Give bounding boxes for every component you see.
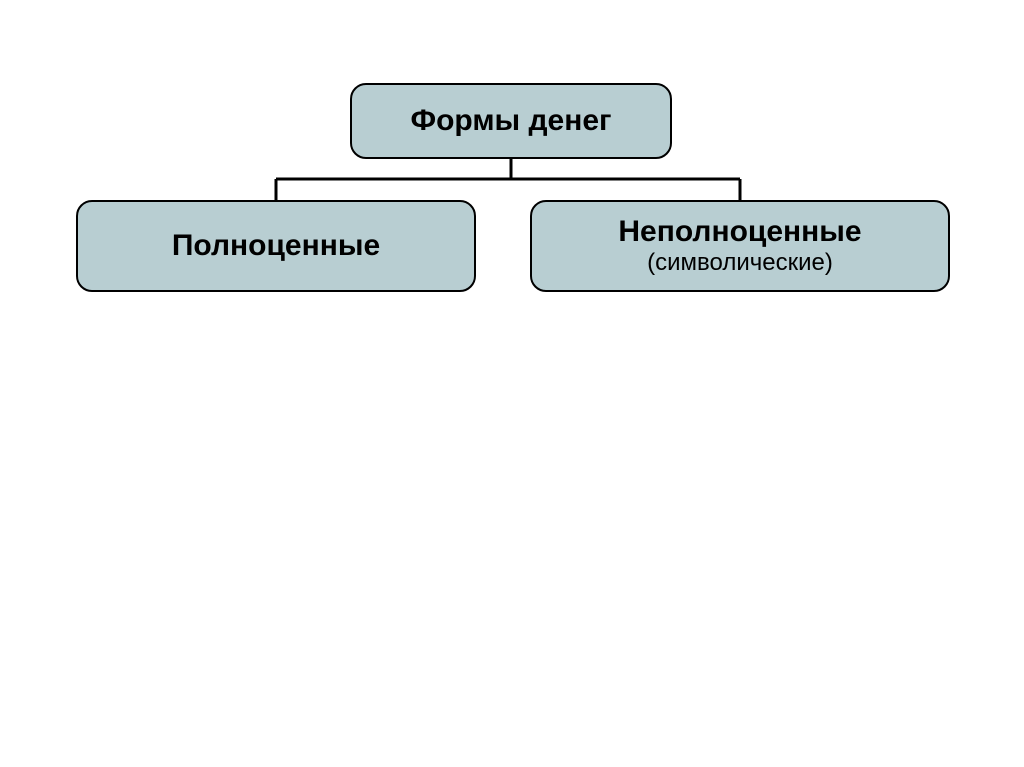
node-right-label: Неполноценные <box>618 215 861 249</box>
node-left-label: Полноценные <box>172 229 380 263</box>
node-root-label: Формы денег <box>410 104 611 138</box>
node-right-sublabel: (символические) <box>647 249 833 277</box>
node-root: Формы денег <box>350 83 672 159</box>
node-left: Полноценные <box>76 200 476 292</box>
node-right: Неполноценные (символические) <box>530 200 950 292</box>
